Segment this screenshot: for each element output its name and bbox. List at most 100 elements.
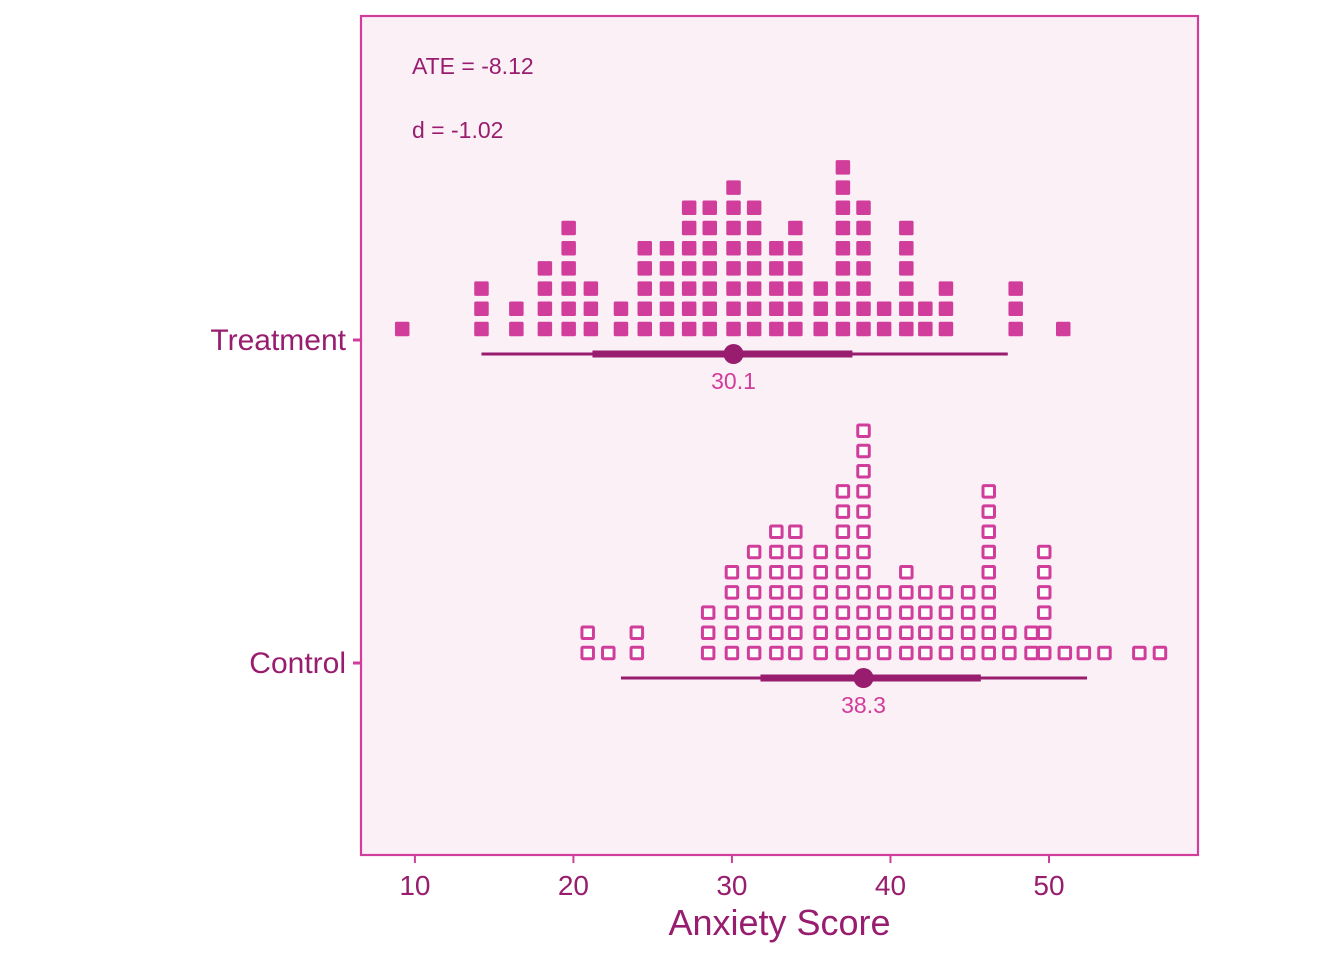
dot-square [788,605,803,620]
dot-square [835,261,851,276]
dot-square [769,524,784,540]
dot-square [537,301,553,317]
dot-square [583,321,599,337]
dot-square [769,301,784,317]
dot-square [813,544,828,560]
dot-square [960,645,976,661]
dot-square [876,321,892,337]
dot-square [788,240,803,256]
dot-square [835,585,851,600]
dot-square [835,484,851,499]
dot-square [856,281,871,296]
dot-square [1036,544,1052,560]
dot-square [981,544,996,560]
dot-square [769,645,784,661]
dot-square [613,321,629,337]
dot-square [726,220,741,236]
dot-square [681,301,697,317]
dot-square [899,605,914,620]
dot-square [899,321,914,337]
dot-square [746,625,762,641]
dot-square [702,301,717,317]
dot-square [856,504,871,519]
dot-square [960,585,976,600]
x-tick-label: 40 [875,870,906,901]
dot-square [1076,645,1092,661]
dot-square [813,301,828,317]
dot-square [1002,645,1017,661]
x-axis: 10 20 30 40 50 [399,855,1065,901]
dot-square [788,585,803,600]
dot-square [702,200,717,216]
dot-square [637,240,653,256]
dot-square [835,220,851,236]
interval-marks: 30.1 38.3 [481,344,1088,718]
x-tick-label: 50 [1033,870,1064,901]
dot-square [813,625,828,641]
dot-square [474,301,489,317]
treatment-dots [394,160,1071,337]
dot-marks [394,160,1168,661]
dot-square [788,301,803,317]
dot-square [769,281,784,296]
dot-square [746,240,762,256]
dot-square [918,301,933,317]
dot-square [702,240,717,256]
dot-square [856,605,871,620]
treatment-mean-point [723,344,744,364]
dot-square [537,281,553,296]
dot-square [856,463,871,479]
treatment-mean-label: 30.1 [711,368,756,394]
dot-square [681,281,697,296]
dot-square [746,200,762,216]
dot-square [938,605,954,620]
dot-square [938,321,954,337]
dot-square [876,585,892,600]
dot-square [876,605,892,620]
dot-square [613,301,629,317]
dot-square [856,423,871,439]
dot-square [681,240,697,256]
dot-square [981,484,996,499]
dot-square [788,261,803,276]
dot-square [938,585,954,600]
dot-square [835,200,851,216]
dot-square [561,321,576,337]
dot-square [835,544,851,560]
dot-square [899,564,914,580]
dot-square [629,625,645,641]
dot-square [583,281,599,296]
dot-square [726,200,741,216]
dot-square [629,645,645,661]
dot-square [724,625,740,641]
plot-panel [359,14,1200,857]
control-mean-label: 38.3 [841,692,886,718]
dot-square [509,301,524,317]
dot-square [746,261,762,276]
dot-square [1008,321,1023,337]
dot-square [1008,281,1023,296]
dot-square [918,585,933,600]
dot-square [813,564,828,580]
dot-square [835,645,851,661]
dot-square [856,625,871,641]
dot-square [637,301,653,317]
dot-square [981,625,996,641]
dot-square [726,240,741,256]
dot-square [1024,645,1039,661]
dot-square [724,585,740,600]
dot-square [746,281,762,296]
dot-square [1036,625,1052,641]
dot-square [981,524,996,540]
dot-square [835,524,851,540]
dot-square [726,180,741,195]
dot-square [813,321,828,337]
dot-square [918,605,933,620]
dot-square [899,645,914,661]
dot-square [981,564,996,580]
dot-square [769,321,784,337]
dot-square [788,645,803,661]
dot-square [1036,585,1052,600]
dot-square [1057,645,1073,661]
dot-square [769,625,784,641]
